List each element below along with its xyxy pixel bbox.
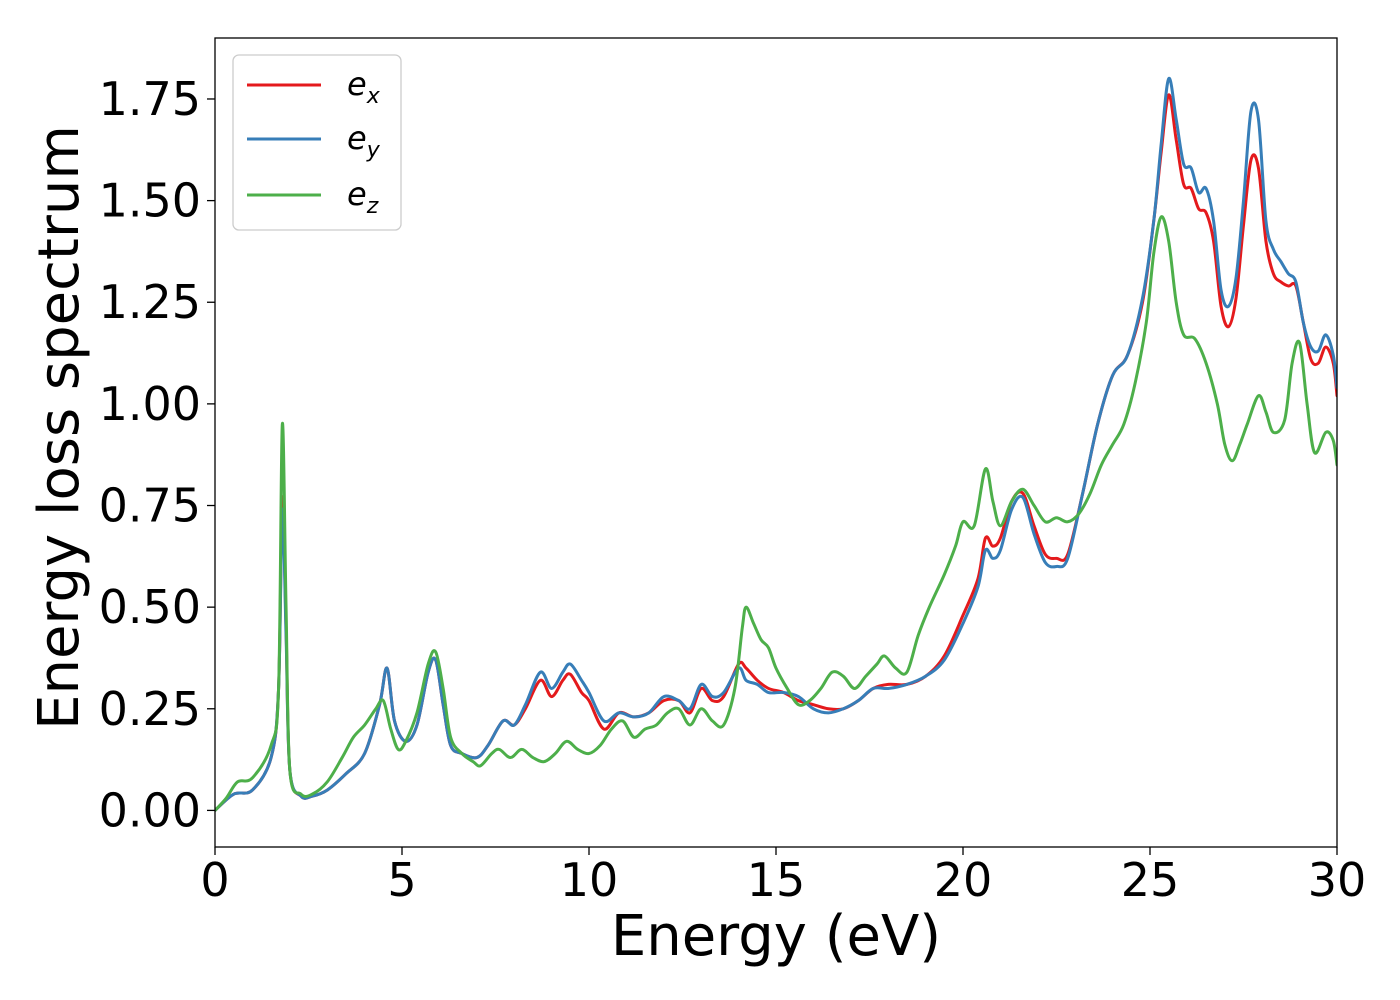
y-tick-label: 0.00 <box>99 783 201 837</box>
y-tick-label: 1.25 <box>99 275 201 329</box>
y-tick-label: 0.50 <box>99 580 201 634</box>
legend-label-x: ex <box>347 65 381 109</box>
x-tick-label: 5 <box>387 853 416 907</box>
series-layer <box>215 77 1337 812</box>
x-tick-label: 25 <box>1121 853 1180 907</box>
x-tick-label: 0 <box>200 853 229 907</box>
x-axis-ticks: 0 5 10 15 20 25 30 <box>200 847 1366 907</box>
y-axis-label: Energy loss spectrum <box>27 125 92 730</box>
x-tick-label: 20 <box>934 853 993 907</box>
x-axis-label: Energy (eV) <box>611 904 941 969</box>
y-tick-label: 0.25 <box>99 682 201 736</box>
y-tick-label: 1.75 <box>99 72 201 126</box>
y-tick-label: 0.75 <box>99 479 201 533</box>
legend-label-y: ey <box>347 119 381 163</box>
x-tick-label: 30 <box>1308 853 1367 907</box>
x-tick-label: 10 <box>560 853 619 907</box>
series-line-z <box>215 215 1337 812</box>
y-tick-label: 1.00 <box>99 377 201 431</box>
y-axis-ticks: 0.00 0.25 0.50 0.75 1.00 1.25 1.50 1.75 <box>99 72 215 837</box>
y-tick-label: 1.50 <box>99 174 201 228</box>
legend-box <box>232 54 402 231</box>
legend: ex ey ez <box>232 54 402 231</box>
series-line-y <box>215 77 1337 812</box>
legend-label-z: ez <box>347 175 379 219</box>
x-tick-label: 15 <box>747 853 806 907</box>
